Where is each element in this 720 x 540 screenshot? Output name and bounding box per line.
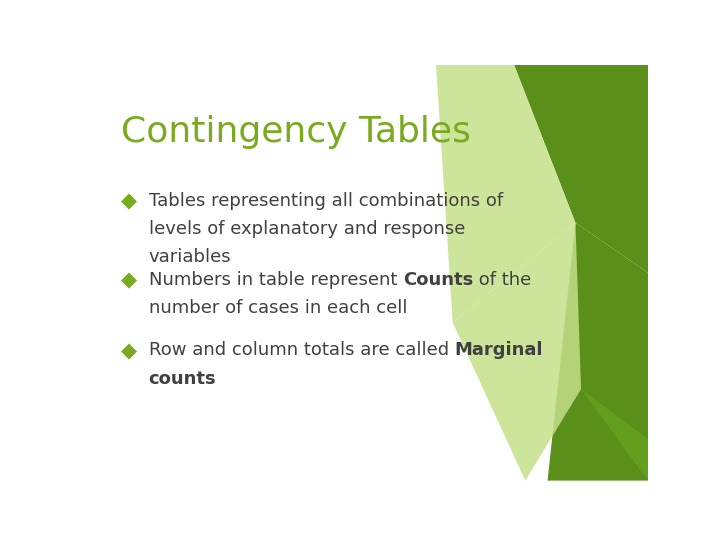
Text: Counts: Counts (402, 271, 473, 288)
Polygon shape (547, 223, 648, 481)
Text: Contingency Tables: Contingency Tables (121, 114, 471, 148)
Text: ◆: ◆ (121, 192, 137, 212)
Text: ◆: ◆ (121, 271, 137, 291)
Polygon shape (436, 65, 575, 322)
Text: ◆: ◆ (121, 341, 137, 361)
Text: number of cases in each cell: number of cases in each cell (148, 299, 407, 317)
Text: Marginal: Marginal (454, 341, 543, 359)
Text: Row and column totals are called: Row and column totals are called (148, 341, 454, 359)
Text: Numbers in table represent: Numbers in table represent (148, 271, 402, 288)
Text: of the: of the (473, 271, 531, 288)
Polygon shape (453, 223, 581, 481)
Text: levels of explanatory and response: levels of explanatory and response (148, 220, 465, 238)
Text: Tables representing all combinations of: Tables representing all combinations of (148, 192, 503, 210)
Polygon shape (581, 389, 648, 481)
Text: variables: variables (148, 248, 231, 266)
Polygon shape (514, 65, 648, 273)
Text: counts: counts (148, 369, 216, 388)
